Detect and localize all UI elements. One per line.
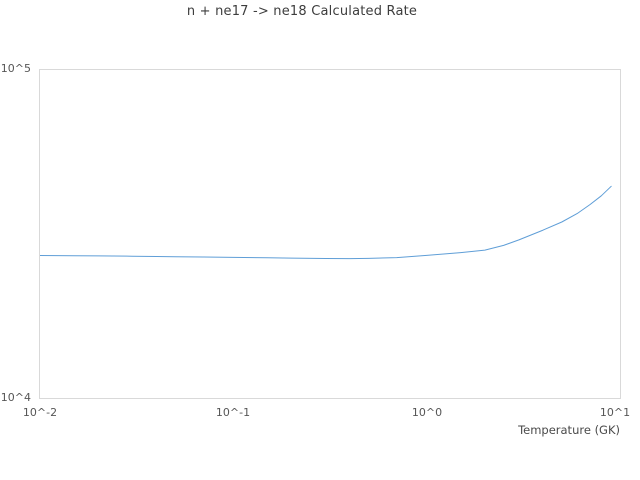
chart-title: n + ne17 -> ne18 Calculated Rate — [186, 4, 418, 19]
rate-line-chart — [40, 185, 612, 260]
y-tick-label-1e4: 10^4 — [0, 391, 31, 404]
rate-line-series — [40, 185, 612, 260]
x-tick-label-1e-1: 10^-1 — [215, 406, 251, 419]
x-tick-label-1e1: 10^1 — [599, 406, 631, 419]
x-tick-label-1e-2: 10^-2 — [22, 406, 58, 419]
x-tick-label-1e0: 10^0 — [411, 406, 443, 419]
plot-area[interactable] — [39, 69, 621, 399]
x-axis-title: Temperature (GK) — [518, 423, 620, 437]
y-tick-label-1e5: 10^5 — [0, 62, 31, 75]
